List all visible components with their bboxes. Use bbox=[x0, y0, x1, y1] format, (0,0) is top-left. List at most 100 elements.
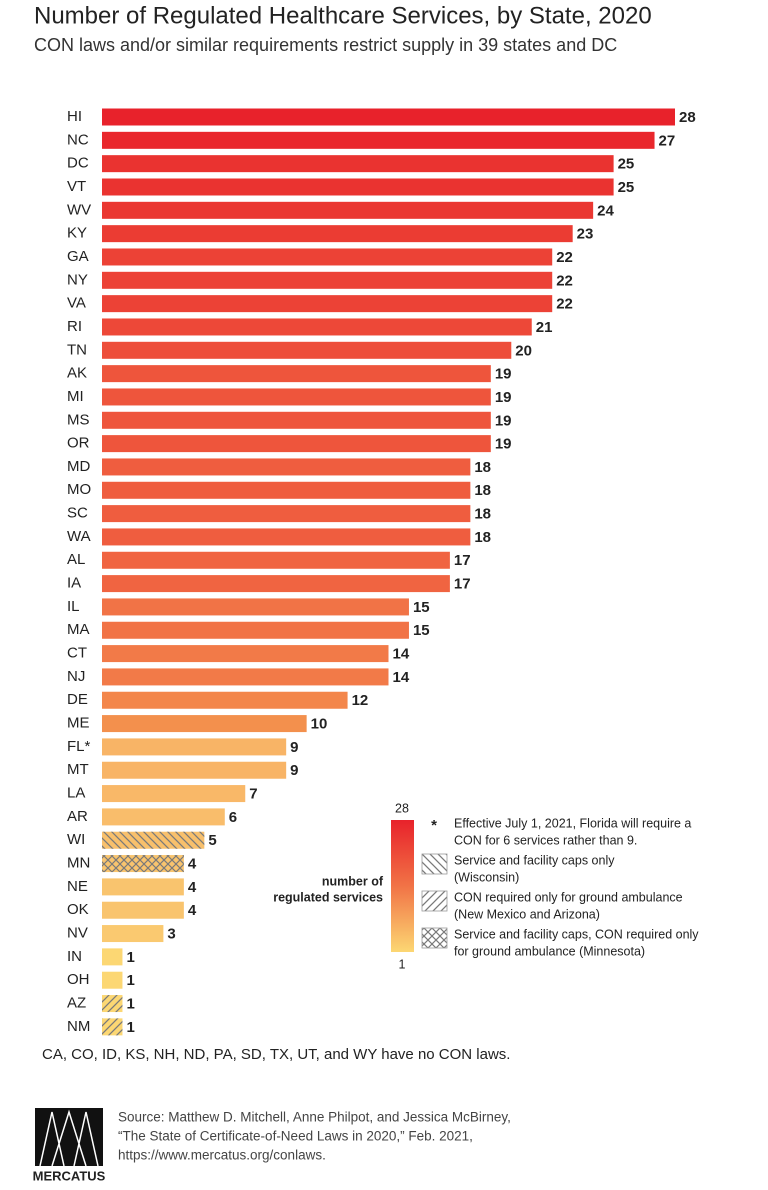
y-tick-label: AZ bbox=[67, 995, 86, 1012]
colorbar-min: 1 bbox=[399, 957, 406, 971]
y-tick-label: VA bbox=[67, 295, 86, 312]
bar bbox=[102, 598, 409, 616]
y-tick-label: WV bbox=[67, 201, 91, 218]
y-tick-label: FL* bbox=[67, 738, 91, 755]
value-label: 25 bbox=[618, 156, 635, 173]
value-label: 17 bbox=[454, 576, 471, 593]
bar bbox=[102, 271, 553, 289]
bar bbox=[102, 155, 614, 173]
note-text: Effective July 1, 2021, Florida will req… bbox=[454, 816, 691, 830]
bar bbox=[102, 668, 389, 686]
value-label: 1 bbox=[126, 996, 134, 1013]
value-label: 18 bbox=[474, 529, 491, 546]
note-text: CON required only for ground ambulance bbox=[454, 890, 683, 904]
value-label: 18 bbox=[474, 459, 491, 476]
value-label: 18 bbox=[474, 482, 491, 499]
logo: MERCATUS bbox=[33, 1108, 106, 1183]
value-label: 20 bbox=[515, 342, 532, 359]
value-label: 7 bbox=[249, 786, 257, 803]
bar bbox=[102, 715, 307, 733]
bar bbox=[102, 318, 532, 336]
bar bbox=[102, 505, 471, 523]
value-label: 22 bbox=[556, 272, 573, 289]
value-label: 5 bbox=[208, 832, 216, 849]
value-label: 25 bbox=[618, 179, 635, 196]
source: Source: Matthew D. Mitchell, Anne Philpo… bbox=[118, 1110, 511, 1125]
y-tick-label: OR bbox=[67, 435, 90, 452]
bar-hatch bbox=[102, 831, 205, 849]
value-label: 1 bbox=[126, 972, 134, 989]
value-label: 9 bbox=[290, 762, 298, 779]
footnote: CA, CO, ID, KS, NH, ND, PA, SD, TX, UT, … bbox=[42, 1046, 510, 1063]
bar bbox=[102, 295, 553, 313]
value-label: 14 bbox=[393, 646, 410, 663]
y-tick-label: AR bbox=[67, 808, 88, 825]
bar bbox=[102, 131, 655, 149]
y-tick-label: NV bbox=[67, 925, 88, 942]
bar bbox=[102, 948, 123, 966]
bar bbox=[102, 341, 512, 359]
value-label: 22 bbox=[556, 249, 573, 266]
bar bbox=[102, 108, 675, 126]
value-label: 19 bbox=[495, 412, 512, 429]
y-tick-label: MS bbox=[67, 411, 90, 428]
bar bbox=[102, 878, 184, 896]
y-tick-label: LA bbox=[67, 785, 85, 802]
value-label: 28 bbox=[679, 109, 696, 126]
bar bbox=[102, 761, 287, 779]
y-tick-label: WA bbox=[67, 528, 91, 545]
bar bbox=[102, 808, 225, 826]
y-tick-label: NM bbox=[67, 1018, 90, 1035]
y-tick-label: VT bbox=[67, 178, 86, 195]
note-text: Service and facility caps, CON required … bbox=[454, 927, 699, 941]
value-label: 14 bbox=[393, 669, 410, 686]
bar bbox=[102, 645, 389, 663]
value-label: 24 bbox=[597, 202, 614, 219]
bar bbox=[102, 178, 614, 196]
colorbar bbox=[391, 820, 414, 952]
bar-hatch bbox=[102, 995, 123, 1013]
value-label: 21 bbox=[536, 319, 553, 336]
bar bbox=[102, 411, 491, 429]
source: “The State of Certificate-of-Need Laws i… bbox=[118, 1129, 473, 1144]
y-tick-label: CT bbox=[67, 645, 87, 662]
y-tick-label: MA bbox=[67, 621, 90, 638]
value-label: 22 bbox=[556, 296, 573, 313]
note-text: (New Mexico and Arizona) bbox=[454, 907, 600, 921]
note-symbol: * bbox=[431, 817, 437, 834]
note-text: (Wisconsin) bbox=[454, 870, 519, 884]
value-label: 23 bbox=[577, 226, 594, 243]
y-tick-label: IN bbox=[67, 948, 82, 965]
note-swatch bbox=[421, 890, 448, 912]
bar bbox=[102, 528, 471, 546]
bar bbox=[102, 481, 471, 499]
bar-hatch bbox=[102, 855, 184, 873]
value-label: 1 bbox=[126, 949, 134, 966]
value-label: 10 bbox=[311, 716, 328, 733]
y-tick-label: NJ bbox=[67, 668, 85, 685]
y-tick-label: OH bbox=[67, 971, 90, 988]
bar bbox=[102, 435, 491, 453]
y-tick-label: SC bbox=[67, 505, 88, 522]
y-tick-label: MT bbox=[67, 761, 89, 778]
colorbar-label: number of bbox=[322, 874, 384, 888]
y-tick-label: MO bbox=[67, 481, 91, 498]
value-label: 4 bbox=[188, 856, 197, 873]
value-label: 27 bbox=[659, 132, 676, 149]
bar bbox=[102, 458, 471, 476]
bar bbox=[102, 971, 123, 989]
note-swatch bbox=[421, 853, 448, 875]
value-label: 9 bbox=[290, 739, 298, 756]
value-label: 12 bbox=[352, 692, 369, 709]
value-label: 4 bbox=[188, 902, 197, 919]
value-label: 6 bbox=[229, 809, 237, 826]
y-tick-label: OK bbox=[67, 901, 89, 918]
bar bbox=[102, 248, 553, 266]
y-tick-label: TN bbox=[67, 341, 87, 358]
colorbar-max: 28 bbox=[395, 801, 409, 815]
bar bbox=[102, 621, 409, 639]
bar bbox=[102, 575, 450, 593]
value-label: 19 bbox=[495, 436, 512, 453]
bar bbox=[102, 738, 287, 756]
value-label: 17 bbox=[454, 552, 471, 569]
